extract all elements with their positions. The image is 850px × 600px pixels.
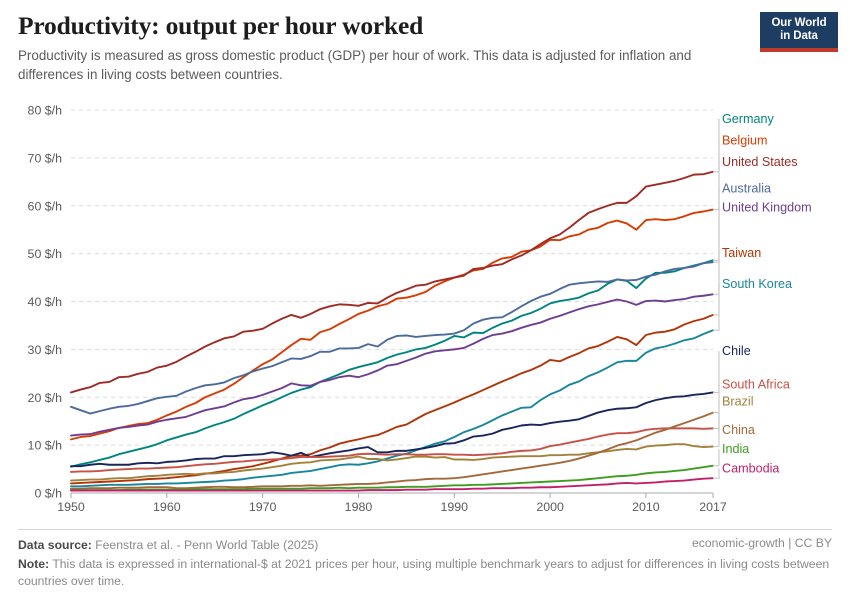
x-axis-tick-label: 1990	[440, 500, 468, 514]
series-line-south-africa[interactable]	[70, 427, 714, 473]
our-world-in-data-logo[interactable]: Our World in Data	[760, 12, 838, 52]
series-line-taiwan[interactable]	[70, 313, 714, 485]
line-chart[interactable]: 0 $/h 10 $/h 20 $/h 30 $/h 40 $/h 50 $/h 60 $/…	[0, 96, 850, 521]
chart-subtitle: Productivity is measured as gross domest…	[18, 48, 692, 82]
legend-label-india[interactable]: India	[722, 442, 749, 456]
y-axis-tick-label: 30 $/h	[28, 343, 63, 357]
legend-connector-brazil	[713, 401, 720, 448]
legend-label-cambodia[interactable]: Cambodia	[722, 461, 779, 475]
series-line-united-states[interactable]	[70, 170, 714, 394]
legend-connector-belgium	[713, 140, 720, 211]
data-source-value: Feenstra et al. - Penn World Table (2025…	[91, 538, 319, 552]
series-line-brazil[interactable]	[70, 443, 714, 482]
chart-header: Productivity: output per hour worked Pro…	[18, 10, 758, 84]
x-axis-tick-label: 1980	[345, 500, 373, 514]
legend-label-china[interactable]: China	[722, 423, 755, 437]
legend-label-brazil[interactable]: Brazil	[722, 394, 754, 408]
legend-connector-united-states	[713, 162, 720, 173]
logo-line-1: Our World	[771, 17, 827, 29]
legend-label-chile[interactable]: Chile	[722, 344, 751, 358]
legend-connector-united-kingdom	[713, 207, 720, 295]
legend-label-south-africa[interactable]: South Africa	[722, 378, 790, 392]
footer-source-row: Data source: Feenstra et al. - Penn Worl…	[18, 536, 832, 552]
x-axis-tick-label: 2010	[632, 500, 660, 514]
legend-connector-china	[713, 412, 720, 432]
chart-area: 0 $/h 10 $/h 20 $/h 30 $/h 40 $/h 50 $/h 60 $/…	[0, 96, 850, 521]
legend-label-germany[interactable]: Germany	[722, 112, 774, 126]
legend-label-taiwan[interactable]: Taiwan	[722, 246, 761, 260]
logo-line-2: in Data	[780, 30, 818, 42]
x-axis: 1950 1960 1970 1980 1990 2000 2010 2017	[57, 492, 727, 514]
x-axis-tick-label: 1960	[153, 500, 181, 514]
data-source: Data source: Feenstra et al. - Penn Worl…	[18, 538, 318, 552]
series-line-cambodia[interactable]	[70, 477, 714, 492]
series-line-germany[interactable]	[70, 259, 714, 468]
legend-label-south-korea[interactable]: South Korea	[722, 277, 792, 291]
legend-connector-south-africa	[713, 384, 720, 429]
legend-label-australia[interactable]: Australia	[722, 181, 771, 195]
x-axis-tick-label: 2000	[536, 500, 564, 514]
series-line-china[interactable]	[70, 411, 714, 490]
legend-connector-australia	[713, 188, 720, 263]
y-gridlines: 0 $/h 10 $/h 20 $/h 30 $/h 40 $/h 50 $/h 60 $/…	[28, 104, 713, 501]
legend-label-united-states[interactable]: United States	[722, 155, 798, 169]
y-axis-tick-label: 40 $/h	[28, 295, 63, 309]
x-axis-tick-label: 1950	[57, 500, 85, 514]
footer-note: Note: This data is expressed in internat…	[18, 556, 830, 589]
series-line-united-kingdom[interactable]	[70, 293, 714, 437]
series-group	[70, 170, 714, 492]
legend: Germany Belgium United States Australia Unit…	[713, 112, 812, 479]
y-axis-tick-label: 10 $/h	[28, 439, 63, 453]
legend-label-united-kingdom[interactable]: United Kingdom	[722, 200, 812, 214]
footer-divider	[18, 529, 832, 530]
series-line-chile[interactable]	[70, 391, 714, 468]
y-axis-tick-label: 80 $/h	[28, 104, 63, 118]
legend-connector-chile	[713, 351, 720, 394]
logo-text: Our World in Data	[760, 12, 838, 43]
y-axis-tick-label: 20 $/h	[28, 391, 63, 405]
legend-label-belgium[interactable]: Belgium	[722, 133, 768, 147]
y-axis-tick-label: 70 $/h	[28, 151, 63, 165]
note-text: This data is expressed in international-…	[18, 557, 830, 588]
series-line-belgium[interactable]	[70, 208, 714, 441]
legend-connector-cambodia	[713, 468, 720, 479]
legend-connector-india	[713, 449, 720, 467]
y-axis-tick-label: 0 $/h	[34, 487, 62, 501]
page-title: Productivity: output per hour worked	[18, 11, 424, 40]
y-axis-tick-label: 60 $/h	[28, 199, 63, 213]
series-line-australia[interactable]	[70, 261, 714, 415]
chart-footer: Data source: Feenstra et al. - Penn Worl…	[18, 529, 832, 589]
series-line-india[interactable]	[70, 464, 714, 492]
y-axis-tick-label: 50 $/h	[28, 247, 63, 261]
note-label: Note:	[18, 557, 50, 571]
license-text[interactable]: economic-growth | CC BY	[692, 536, 832, 550]
legend-connector-south-korea	[713, 284, 720, 331]
x-axis-tick-label: 1970	[249, 500, 277, 514]
data-source-label: Data source:	[18, 538, 92, 552]
x-axis-tick-label: 2017	[699, 500, 727, 514]
series-line-south-korea[interactable]	[70, 329, 714, 488]
